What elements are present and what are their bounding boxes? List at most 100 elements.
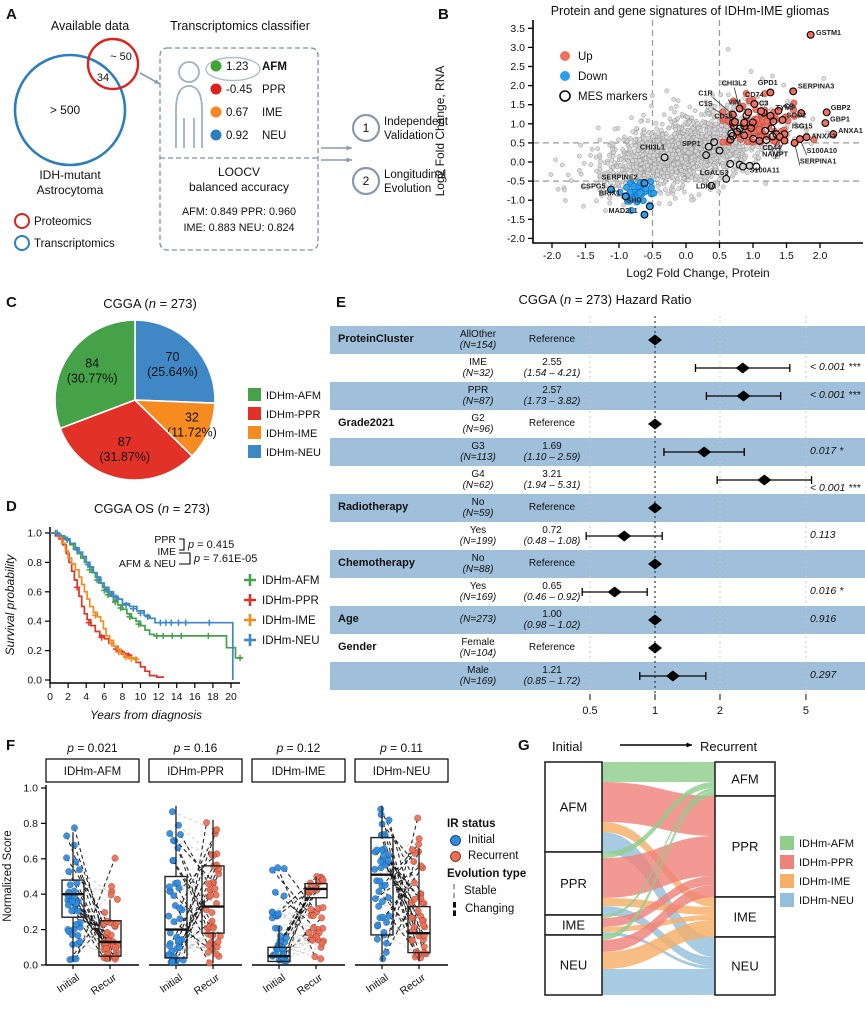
- facet-title-box: [354, 758, 449, 783]
- sankey-right-node-NEU: [714, 936, 776, 996]
- forest-row: G4 (N=62) 3.21 (1.94 – 5.31) < 0.001 ***: [330, 466, 865, 494]
- facet-title-box: [251, 758, 346, 783]
- forest-subgroup: PPR (N=87): [462, 385, 494, 407]
- pie-percent: (25.64%): [147, 365, 198, 379]
- forest-diamond: [648, 642, 662, 654]
- km-x-tick: 0: [47, 691, 53, 703]
- forest-diamond: [648, 418, 662, 430]
- km-x-tick: 10: [135, 691, 147, 703]
- facet-p-value: p = 0.11: [379, 741, 423, 755]
- f-x-tick: Initial: [55, 972, 82, 996]
- facet-title: IDHm-PPR: [167, 766, 224, 778]
- panel-label-e: E: [336, 294, 347, 311]
- forest-subgroup: (N=273): [459, 614, 497, 625]
- recurrent-points: [408, 814, 430, 962]
- legend-changing-label: Changing: [465, 903, 515, 915]
- forest-subgroup: Female (N=104): [459, 637, 497, 659]
- x-tick: -0.5: [643, 250, 661, 262]
- gene-label: CD14: [714, 111, 734, 120]
- annotation-p2: p = 7.61E-05: [193, 553, 257, 565]
- forest-estimate: 3.21 (1.94 – 5.31): [523, 469, 581, 491]
- km-curve-IME: [50, 532, 138, 660]
- forest-diamond: [648, 502, 662, 514]
- pie-legend-swatch: [248, 426, 261, 439]
- x-tick: -1.5: [576, 250, 594, 262]
- gene-label: GPD1: [758, 78, 778, 87]
- scatter-legend-label: Down: [578, 71, 607, 83]
- panel-c-pie: CGGA (n = 273) 70(25.64%) 32(11.72%) 87(31.…: [54, 296, 321, 481]
- forest-diamond: [697, 446, 712, 458]
- gene-label: VIM: [728, 98, 741, 107]
- pie-legend-label: IDHm-PPR: [266, 409, 320, 421]
- f-x-tick: Recur: [192, 971, 222, 997]
- sankey-right-node-label: NEU: [731, 959, 758, 974]
- down-points: [616, 178, 658, 214]
- forest-p-value: 0.113: [810, 529, 836, 541]
- forest-group-label: Gender: [338, 641, 377, 653]
- forest-estimate: 0.72 (0.48 – 1.08): [523, 525, 581, 547]
- forest-subgroup: Yes (N=169): [459, 581, 497, 603]
- pie-count: 84: [85, 356, 99, 370]
- km-legend-label: IDHm-AFM: [262, 575, 320, 587]
- legend-recurrent-label: Recurrent: [468, 850, 519, 862]
- venn-legend-label: Transcriptomics: [34, 238, 115, 250]
- km-y-tick: 0.2: [27, 645, 42, 657]
- sankey-legend-swatch: [780, 893, 794, 907]
- sankey-legend-swatch: [780, 874, 794, 888]
- gene-label: CSPG5: [581, 182, 606, 191]
- facet-p-value: p = 0.16: [173, 741, 218, 755]
- pie-slice-NEU: [134, 319, 216, 405]
- forest-diamond: [617, 530, 632, 542]
- sankey-right-header: Recurrent: [700, 739, 758, 754]
- stable-line-icon: [453, 884, 455, 898]
- recurrent-box: [201, 819, 225, 964]
- classifier-box: [159, 47, 319, 251]
- panel-f-legend: IR status Initial Recurrent Evolution ty…: [447, 812, 597, 920]
- forest-axis-tick: 0.5: [582, 705, 597, 717]
- gene-label: TYMP: [776, 103, 796, 112]
- forest-p-value: < 0.001 ***: [810, 361, 861, 373]
- km-x-tick: 4: [83, 691, 89, 703]
- initial-box: [164, 805, 188, 964]
- km-y-tick: 0.0: [27, 675, 42, 687]
- forest-subgroup: AllOther (N=154): [459, 329, 497, 351]
- y-tick: 0.5: [510, 137, 525, 149]
- recurrent-dot-icon: [450, 850, 461, 862]
- forest-row: Grade2021 G2 (N=96) Reference: [330, 410, 865, 438]
- forest-group-label: Chemotherapy: [338, 557, 416, 569]
- pie-count: 70: [166, 350, 180, 364]
- forest-estimate: Reference: [528, 642, 576, 653]
- gene-label: CD44: [762, 143, 782, 152]
- forest-row: G3 (N=113) 1.69 (1.10 – 2.59) 0.017 *: [330, 438, 865, 466]
- sankey-legend-label: IDHm-AFM: [799, 838, 854, 850]
- facet-title: IDHm-AFM: [64, 766, 122, 778]
- gene-label: SERPINE2: [602, 173, 638, 182]
- y-tick: -1.5: [507, 214, 525, 226]
- forest-axis-tick: 1: [652, 705, 658, 717]
- recurrent-box: [98, 899, 122, 962]
- initial-points: [164, 808, 187, 966]
- panel-a-diagram: Available data Transcriptomics classifier…: [13, 19, 449, 251]
- km-y-tick: 1.0: [27, 528, 42, 540]
- gene-label: SOD2: [787, 111, 807, 120]
- score-label: AFM: [262, 61, 287, 73]
- venn-blue-count: > 500: [50, 103, 81, 117]
- sankey-legend-label: IDHm-IME: [799, 876, 850, 888]
- forest-subgroup: Male (N=169): [459, 665, 497, 687]
- down-legend-icon: [560, 71, 570, 81]
- flow-PPR-to-PPR: [602, 836, 715, 898]
- gene-label: CHI3L2: [722, 79, 747, 88]
- score-label: NEU: [262, 130, 286, 142]
- km-title: CGGA OS (n = 273): [94, 501, 210, 516]
- panel-g-sankey: AFM AFM PPR PPR IME IME NEU NEU IDHm-AFM IDHm-PPR…: [544, 742, 854, 996]
- panel-label-b: B: [438, 6, 449, 23]
- forest-subgroup: G3 (N=113): [460, 441, 496, 463]
- score-value: -0.45: [226, 84, 252, 96]
- mes-legend-icon: [559, 90, 571, 102]
- recurrent-box: [407, 848, 431, 962]
- sankey-right-node-label: AFM: [731, 772, 758, 787]
- f-x-tick: Recur: [295, 971, 325, 997]
